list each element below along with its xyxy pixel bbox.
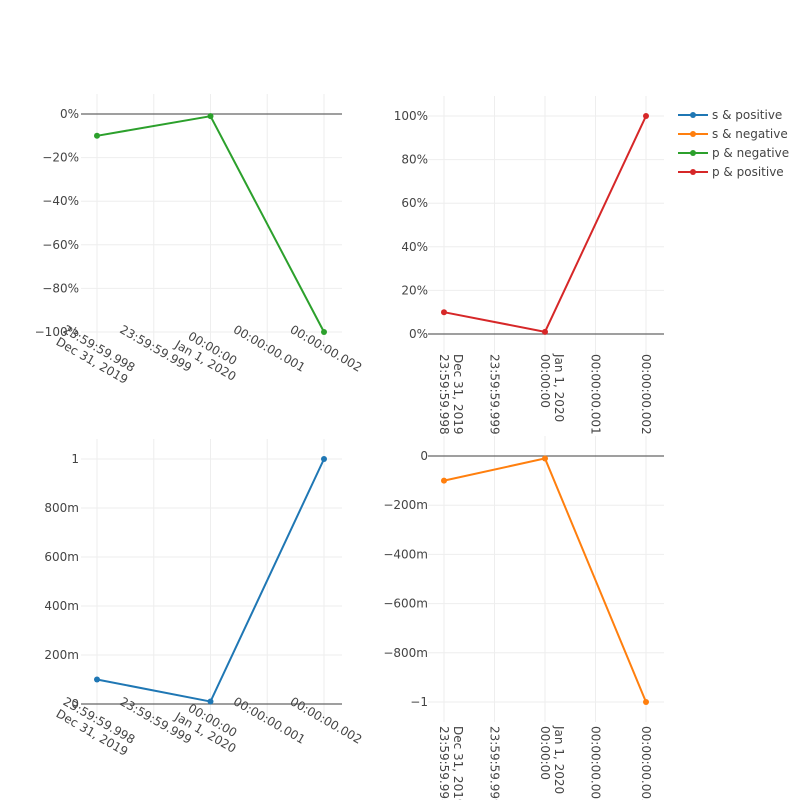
legend-swatch-marker (690, 150, 696, 156)
legend-item[interactable]: s & positive (678, 108, 782, 122)
y-tick-label: 80% (401, 153, 428, 167)
data-point[interactable] (321, 329, 327, 335)
data-point[interactable] (441, 477, 447, 484)
legend-item[interactable]: p & positive (678, 165, 784, 179)
y-tick-label: −200m (383, 498, 428, 512)
y-tick-label: 40% (401, 240, 428, 254)
y-tick-label: −60% (42, 238, 79, 252)
legend-swatch-marker (690, 112, 696, 118)
y-tick-label: −100% (35, 325, 79, 339)
data-point[interactable] (321, 456, 327, 462)
x-tick-label: 23:59:59.998Dec 31, 2019 (437, 726, 465, 800)
legend-label: p & positive (712, 165, 784, 179)
x-tick-label: 23:59:59.999 (488, 354, 502, 435)
y-tick-label: 200m (44, 648, 79, 662)
y-tick-label: 60% (401, 196, 428, 210)
y-tick-label: −400m (383, 547, 428, 561)
data-point[interactable] (207, 698, 214, 705)
y-tick-label: 800m (44, 501, 79, 515)
legend-label: s & negative (712, 127, 788, 141)
subplot-grid: 0%−20%−40%−60%−80%−100%23:59:59.998Dec 3… (35, 94, 664, 800)
data-point[interactable] (207, 113, 214, 120)
x-tick-label: 00:00:00Jan 1, 2020 (538, 725, 566, 794)
y-tick-label: −600m (383, 597, 428, 611)
y-tick-label: 600m (44, 550, 79, 564)
x-tick-label: 23:59:59.999 (488, 726, 502, 800)
legend-label: s & positive (712, 108, 782, 122)
x-tick-label: 00:00:00Jan 1, 2020 (538, 353, 566, 422)
data-point[interactable] (542, 328, 548, 335)
legend-swatch-marker (690, 131, 696, 137)
legend-swatch-marker (690, 169, 696, 175)
y-tick-label: 100% (394, 109, 428, 123)
y-tick-label: −80% (42, 281, 79, 295)
y-tick-label: 0% (60, 107, 79, 121)
y-tick-label: −20% (42, 151, 79, 165)
subplot-bottom-right: 0 −200m −400m −600m −800m −1 23:59:59.998Dec 3… (383, 436, 664, 800)
data-point[interactable] (441, 309, 447, 316)
y-tick-label: 0 (71, 697, 79, 711)
data-point[interactable] (94, 132, 100, 139)
data-point[interactable] (94, 676, 100, 683)
x-tick-label: 00:00:00.002 (639, 726, 653, 800)
y-tick-label: −40% (42, 194, 79, 208)
data-point[interactable] (542, 455, 548, 462)
y-tick-label: −1 (410, 695, 428, 709)
data-point[interactable] (643, 113, 649, 119)
x-tick-label: 00:00:00.001 (589, 354, 603, 435)
subplot-top-right: 0% 20% 40% 60% 80% 100% 23:59:59.998Dec 31, 20… (394, 96, 664, 435)
subplot-top-left: 0%−20%−40%−60%−80%−100%23:59:59.998Dec 3… (35, 94, 364, 387)
y-tick-label: −800m (383, 646, 428, 660)
data-point[interactable] (643, 699, 649, 705)
legend-label: p & negative (712, 146, 789, 160)
legend-item[interactable]: s & negative (678, 127, 788, 141)
y-tick-label: 20% (401, 283, 428, 297)
y-tick-label: 1 (71, 452, 79, 466)
x-tick-label: 00:00:00.002 (639, 354, 653, 435)
x-tick-label: 00:00:00.001 (589, 726, 603, 800)
y-tick-label: 0 (420, 449, 428, 463)
legend[interactable]: s & positive s & negative p & negative p & … (678, 108, 789, 179)
legend-item[interactable]: p & negative (678, 146, 789, 160)
x-tick-label: 23:59:59.998Dec 31, 2019 (437, 354, 465, 435)
y-tick-label: 0% (409, 327, 428, 341)
y-tick-label: 400m (44, 599, 79, 613)
